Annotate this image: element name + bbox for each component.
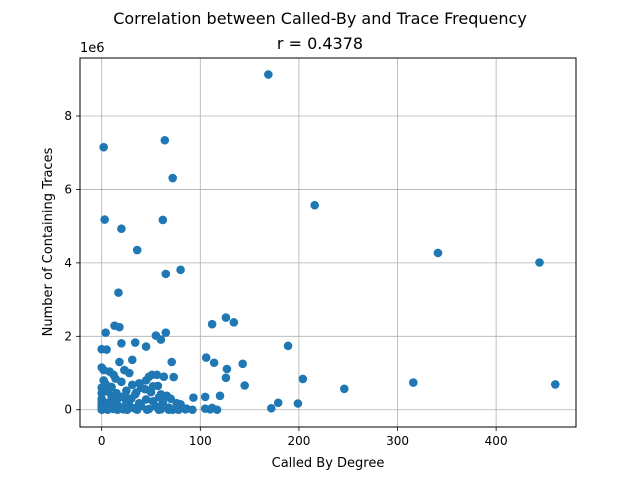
- scatter-point: [221, 373, 231, 383]
- scatter-point: [158, 215, 168, 225]
- scatter-point: [273, 398, 283, 408]
- chart-subtitle: r = 0.4378: [277, 34, 363, 53]
- scatter-point: [209, 358, 219, 368]
- scatter-point: [127, 355, 137, 365]
- scatter-point: [181, 405, 190, 414]
- chart-title: Correlation between Called-By and Trace …: [113, 9, 527, 28]
- scatter-point: [99, 142, 108, 152]
- scatter-point: [148, 381, 158, 391]
- scatter-point: [176, 265, 185, 275]
- scatter-point: [103, 405, 112, 415]
- y-tick-label: 8: [64, 109, 72, 123]
- scatter-point: [160, 135, 170, 145]
- scatter-point: [264, 70, 273, 79]
- scatter-point: [117, 224, 126, 234]
- x-tick-label: 400: [485, 434, 508, 448]
- scatter-point: [339, 384, 349, 394]
- scatter-point: [101, 328, 110, 337]
- scatter-point: [134, 379, 144, 388]
- scatter-point: [159, 372, 169, 382]
- scatter-point: [409, 378, 418, 387]
- scatter-point: [298, 374, 308, 384]
- scatter-point: [115, 357, 124, 367]
- scatter-point: [132, 405, 142, 415]
- scatter-point: [221, 313, 231, 322]
- scatter-point: [141, 342, 151, 351]
- x-axis-label: Called By Degree: [272, 456, 385, 471]
- scatter-point: [535, 258, 544, 267]
- scatter-point: [188, 405, 197, 415]
- scatter-point: [550, 380, 560, 389]
- scatter-point: [161, 328, 171, 337]
- y-tick-label: 6: [64, 182, 72, 196]
- scatter-point: [166, 394, 176, 404]
- scatter-point: [114, 288, 123, 297]
- scatter-point: [117, 377, 126, 387]
- scatter-point: [141, 395, 151, 404]
- scatter-point: [123, 405, 132, 415]
- scatter-point: [200, 392, 210, 402]
- scatter-point: [156, 335, 166, 344]
- scatter-point: [207, 403, 217, 413]
- scatter-point: [168, 173, 177, 183]
- scatter-point: [161, 269, 171, 279]
- scatter-point: [433, 248, 443, 258]
- data-points: [97, 70, 560, 415]
- scatter-point: [132, 245, 142, 255]
- scatter-point: [113, 405, 122, 415]
- y-tick-label: 2: [64, 329, 72, 343]
- scatter-point: [100, 215, 109, 224]
- scatter-point: [102, 345, 111, 354]
- x-tick-label: 100: [189, 434, 212, 448]
- scatter-point: [127, 380, 137, 390]
- scatter-point: [283, 341, 293, 351]
- scatter-point: [229, 318, 239, 327]
- x-axis-ticks: 0 100 200 300 400: [98, 427, 508, 448]
- scatter-point: [174, 405, 183, 415]
- scatter-point: [293, 399, 303, 408]
- scatter-point: [142, 405, 152, 415]
- scatter-point: [167, 357, 177, 367]
- scatter-point: [140, 384, 150, 394]
- scatter-point: [121, 391, 130, 401]
- scatter-point: [222, 364, 232, 374]
- scatter-point: [130, 390, 140, 399]
- y-offset-label: 1e6: [80, 41, 105, 56]
- scatter-point: [207, 319, 217, 329]
- scatter-point: [101, 379, 110, 389]
- x-tick-label: 0: [98, 434, 106, 448]
- x-tick-label: 300: [386, 434, 409, 448]
- scatter-point: [117, 338, 126, 348]
- scatter-point: [154, 405, 164, 415]
- scatter-point: [115, 322, 124, 332]
- scatter-point: [107, 391, 116, 401]
- y-axis-ticks: 0 2 4 6 8: [64, 109, 80, 417]
- scatter-point: [215, 391, 225, 401]
- scatter-point: [125, 368, 134, 378]
- plot-frame: [79, 57, 577, 428]
- scatter-point: [169, 372, 178, 382]
- scatter-point: [130, 338, 140, 347]
- scatter-point: [201, 353, 211, 362]
- x-tick-label: 200: [287, 434, 310, 448]
- scatter-point: [267, 403, 276, 413]
- y-tick-label: 4: [64, 256, 72, 270]
- scatter-point: [240, 381, 249, 390]
- scatter-point: [164, 405, 174, 415]
- y-tick-label: 0: [64, 403, 72, 417]
- scatter-point: [141, 376, 151, 385]
- scatter-point: [189, 393, 198, 402]
- scatter-point: [109, 370, 118, 380]
- scatter-point: [154, 392, 164, 402]
- scatter-point: [152, 370, 162, 380]
- scatter-point: [97, 405, 106, 415]
- y-axis-label: Number of Containing Traces: [41, 147, 56, 336]
- scatter-point: [238, 359, 247, 369]
- scatter-point: [310, 200, 319, 210]
